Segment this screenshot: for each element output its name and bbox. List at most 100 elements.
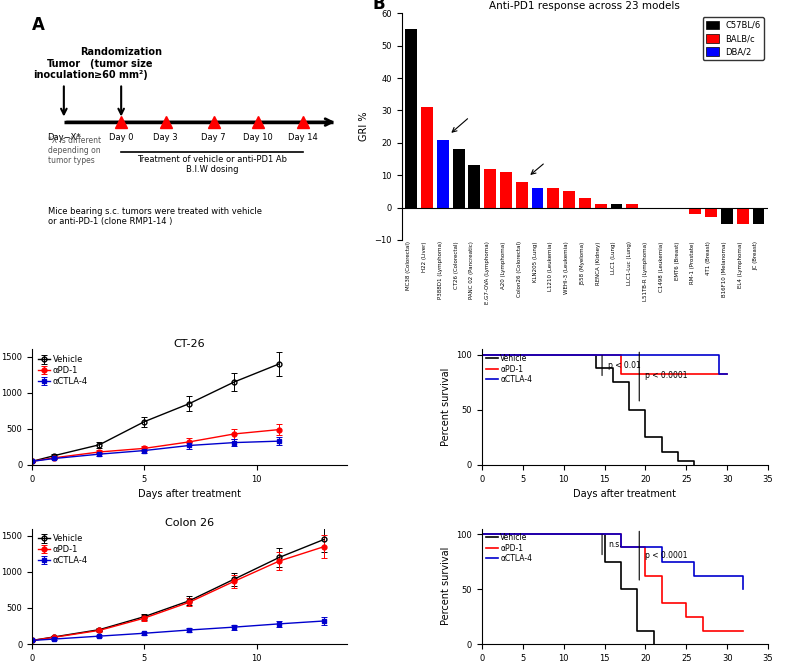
αPD-1 [633,370,642,378]
αCTLA-4 [477,351,486,359]
Bar [721,208,733,224]
Vehicle [600,558,610,566]
Vehicle [674,448,683,456]
Bar [437,139,449,208]
αPD-1 [616,370,626,378]
αCTLA-4 [657,558,666,566]
αCTLA-4 [714,351,724,359]
Text: Day 10: Day 10 [243,133,273,142]
αPD-1 [738,627,748,635]
Vehicle [633,585,642,593]
Text: p < 0.0001: p < 0.0001 [645,550,687,560]
Bar [690,208,702,214]
Text: p < 0.01: p < 0.01 [608,361,641,370]
Bar [406,29,417,208]
Text: Day 3: Day 3 [154,133,178,142]
αPD-1 [477,351,486,359]
αCTLA-4 [722,370,732,378]
Line: αCTLA-4: αCTLA-4 [482,534,743,589]
Vehicle [690,461,699,469]
αPD-1 [738,627,748,635]
Vehicle [624,406,634,414]
αCTLA-4 [738,572,748,580]
Text: Tumor
inoculation: Tumor inoculation [33,58,94,80]
Text: B: B [373,0,385,13]
Legend: Vehicle, αPD-1, αCTLA-4: Vehicle, αPD-1, αCTLA-4 [486,353,533,385]
αPD-1 [616,351,626,359]
αCTLA-4 [616,351,626,359]
Bar [594,205,606,208]
Vehicle [616,558,626,566]
Line: αPD-1: αPD-1 [482,534,743,631]
Vehicle [649,640,658,648]
Bar [753,208,765,224]
Vehicle [690,457,699,465]
Bar [737,208,749,224]
Y-axis label: Percent survival: Percent survival [441,368,451,446]
Vehicle [600,530,610,538]
Text: p < 0.0001: p < 0.0001 [645,371,687,380]
Bar [532,188,543,208]
αPD-1 [698,613,707,621]
Legend: Vehicle, αPD-1, αCTLA-4: Vehicle, αPD-1, αCTLA-4 [36,354,90,387]
Bar [563,191,575,208]
Legend: C57BL/6, BALB/c, DBA/2: C57BL/6, BALB/c, DBA/2 [702,17,764,60]
Text: Day 0: Day 0 [109,133,134,142]
αCTLA-4 [616,530,626,538]
αPD-1 [682,613,691,621]
Bar [500,172,512,208]
Vehicle [649,627,658,635]
αPD-1 [657,572,666,580]
Vehicle [641,406,650,414]
Legend: Vehicle, αPD-1, αCTLA-4: Vehicle, αPD-1, αCTLA-4 [36,533,90,566]
Vehicle [477,530,486,538]
Vehicle [477,351,486,359]
αCTLA-4 [616,351,626,359]
αPD-1 [657,600,666,608]
Vehicle [591,351,601,359]
Y-axis label: Percent survival: Percent survival [441,547,451,625]
Title: CT-26: CT-26 [174,339,205,349]
Vehicle [633,627,642,635]
Text: *X is different
depending on
tumor types: *X is different depending on tumor types [48,135,101,165]
Vehicle [657,434,666,442]
Line: αPD-1: αPD-1 [482,355,727,374]
αPD-1 [722,370,732,378]
αPD-1 [698,627,707,635]
Text: Randomization
(tumor size
≥60 mm²): Randomization (tumor size ≥60 mm²) [80,47,162,80]
Vehicle [657,448,666,456]
Text: Day−X*: Day−X* [47,133,81,142]
αCTLA-4 [690,558,699,566]
αPD-1 [633,370,642,378]
X-axis label: Days after treatment: Days after treatment [574,489,677,499]
αCTLA-4 [477,530,486,538]
Text: Mice bearing s.c. tumors were treated with vehicle
or anti-PD-1 (clone RMP1-14 ): Mice bearing s.c. tumors were treated wi… [48,207,262,226]
αCTLA-4 [714,370,724,378]
Text: Day 14: Day 14 [288,133,318,142]
Text: A: A [32,15,45,34]
Bar [421,107,433,208]
X-axis label: Days after treatment: Days after treatment [138,489,241,499]
Bar [453,149,465,208]
αCTLA-4 [657,543,666,551]
Bar [516,182,528,208]
Title: Anti-PD1 response across 23 models: Anti-PD1 response across 23 models [490,1,680,11]
Title: Colon 26: Colon 26 [165,518,214,528]
Bar [469,165,480,208]
Legend: Vehicle, αPD-1, αCTLA-4: Vehicle, αPD-1, αCTLA-4 [486,533,533,564]
αCTLA-4 [722,370,732,378]
αPD-1 [616,530,626,538]
Y-axis label: GRI %: GRI % [359,112,369,141]
αPD-1 [641,572,650,580]
αPD-1 [722,370,732,378]
αCTLA-4 [738,585,748,593]
Text: n.s.: n.s. [608,540,622,549]
Text: Day 7: Day 7 [201,133,226,142]
Bar [547,188,559,208]
Bar [610,205,622,208]
Vehicle [674,457,683,465]
αPD-1 [641,543,650,551]
Bar [626,205,638,208]
αPD-1 [682,600,691,608]
αCTLA-4 [690,572,699,580]
